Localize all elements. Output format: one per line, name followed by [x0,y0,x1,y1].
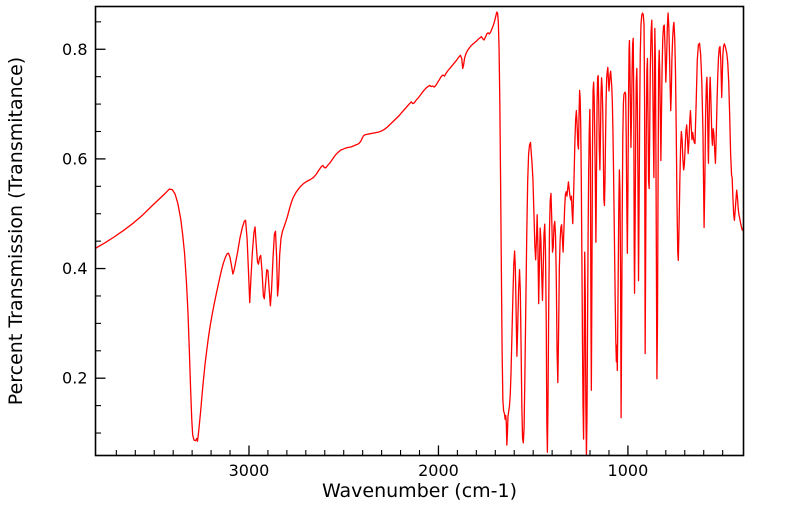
x-tick-label: 1000 [608,461,649,480]
spectrum-line [95,11,744,456]
y-tick-label: 0.4 [62,259,87,278]
x-tick-label: 3000 [229,461,270,480]
y-axis-title: Percent Transmission (Transmitance) [5,57,27,405]
axis-ticks [95,21,724,456]
x-axis-title: Wavenumber (cm-1) [322,480,517,502]
y-tick-label: 0.8 [62,40,87,59]
plot-border [94,5,745,457]
y-tick-label: 0.2 [62,369,87,388]
plot-area: 3000 2000 1000 0.2 0.4 0.6 0.8 [62,5,745,480]
y-tick-label: 0.6 [62,149,87,168]
x-tick-label: 2000 [418,461,459,480]
